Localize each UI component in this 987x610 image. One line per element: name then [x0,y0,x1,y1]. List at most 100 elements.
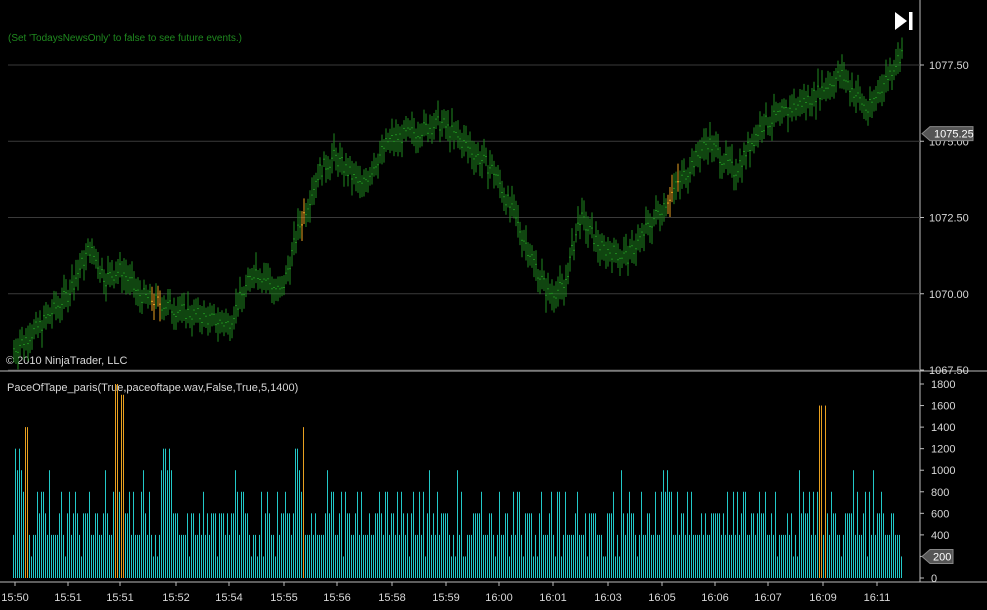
volume-bar [831,491,832,578]
volume-bar [551,491,552,578]
volume-bar [391,513,392,578]
volume-bar [891,513,892,578]
volume-bar [167,470,168,578]
volume-bar [229,534,230,578]
volume-bar [615,556,616,578]
volume-bar [893,513,894,578]
volume-bar [617,534,618,578]
volume-bar [683,513,684,578]
volume-bar [257,556,258,578]
volume-bar [105,470,106,578]
volume-bar [487,534,488,578]
volume-bar [283,513,284,578]
volume-bar [125,513,126,578]
volume-bar [829,534,830,578]
volume-bar [49,470,50,578]
volume-bar [667,470,668,578]
volume-bar [153,556,154,578]
volume-bar [433,513,434,578]
volume-bar [671,491,672,578]
volume-bar [557,491,558,578]
volume-bar [491,513,492,578]
volume-bar [421,534,422,578]
time-axis: 15:50 15:51 15:51 15:52 15:54 15:55 15:56 15:58… [1,582,890,604]
volume-bar [787,513,788,578]
volume-bar [333,491,334,578]
volume-bar [171,470,172,578]
time-tick-label: 16:03 [594,592,622,604]
volume-bar [821,405,822,578]
volume-tick-label: 600 [931,508,949,520]
volume-bar [423,491,424,578]
volume-bar [663,470,664,578]
volume-bar [259,534,260,578]
volume-bar [31,556,32,578]
volume-bar [895,534,896,578]
volume-bar [25,427,26,578]
skip-to-end-icon[interactable] [893,11,915,31]
volume-bar [157,556,158,578]
volume-bar [507,513,508,578]
volume-bar [693,534,694,578]
volume-bar [195,534,196,578]
volume-bar [115,384,116,578]
volume-bar [445,513,446,578]
volume-bar [475,513,476,578]
volume-tick-label: 1800 [931,379,955,391]
volume-bar [481,491,482,578]
volume-bar [641,491,642,578]
volume-bar [889,534,890,578]
volume-bar [279,534,280,578]
volume-bar [377,513,378,578]
volume-bar [289,513,290,578]
volume-bar [187,513,188,578]
volume-bar [263,556,264,578]
volume-bar [341,491,342,578]
volume-bar [117,384,118,578]
volume-bar [71,534,72,578]
volume-bar [273,534,274,578]
volume-bar [265,513,266,578]
volume-bar [397,491,398,578]
time-tick-label: 16:07 [754,592,782,604]
volume-bar [561,556,562,578]
volume-bar [255,534,256,578]
volume-bar [83,513,84,578]
volume-bar [697,534,698,578]
volume-bar [789,534,790,578]
volume-bar [439,534,440,578]
volume-bar [151,534,152,578]
volume-bar [205,534,206,578]
volume-bar [553,534,554,578]
volume-bar [349,513,350,578]
volume-bar [403,513,404,578]
volume-bar [849,513,850,578]
volume-bar [755,534,756,578]
volume-bar [775,491,776,578]
volume-bar [489,513,490,578]
volume-bar [191,513,192,578]
volume-bar [473,513,474,578]
volume-bar [411,513,412,578]
volume-bar [883,513,884,578]
volume-bar [385,491,386,578]
volume-bar [59,513,60,578]
volume-bar [219,513,220,578]
time-tick-label: 16:09 [809,592,837,604]
volume-bar [387,491,388,578]
volume-bar [687,491,688,578]
volume-bar [841,556,842,578]
volume-bar [817,491,818,578]
volume-bar [247,513,248,578]
volume-bar [127,513,128,578]
volume-bar [503,534,504,578]
volume-bar [185,534,186,578]
volume-bar [409,556,410,578]
volume-bar [235,470,236,578]
volume-bar [899,534,900,578]
volume-bar [365,534,366,578]
volume-bar [33,534,34,578]
volume-bar [783,534,784,578]
last-volume-label: 200 [933,551,951,563]
